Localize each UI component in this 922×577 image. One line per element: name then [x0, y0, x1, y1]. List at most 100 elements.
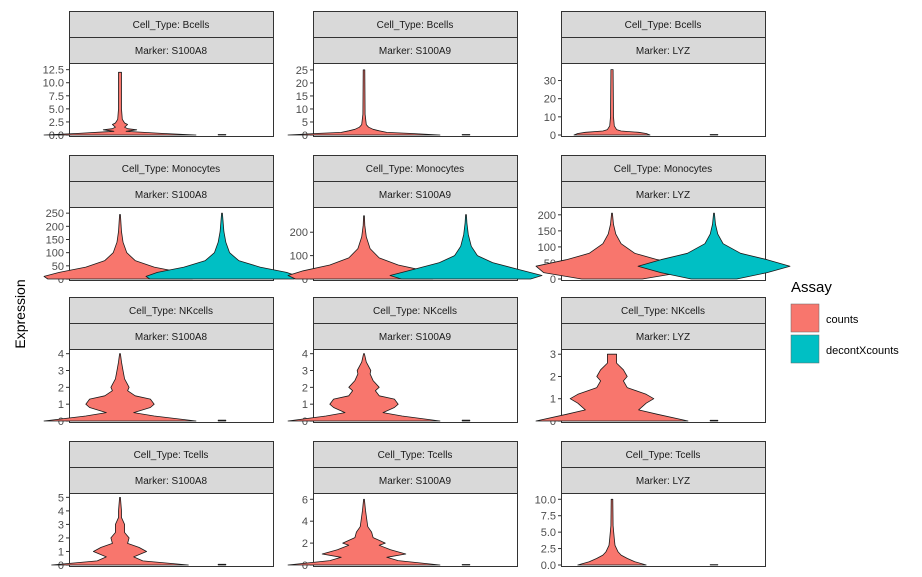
legend-key-decontxcounts — [790, 334, 820, 364]
violin-counts — [577, 498, 647, 566]
violin-counts — [43, 214, 197, 280]
violin-counts — [287, 353, 441, 422]
legend-key-counts — [790, 303, 820, 333]
celltype-strip — [69, 297, 274, 324]
panel-cell-type-nkcells-marker-lyz: Cell_Type: NKcells Marker: LYZ 0 1 2 3 — [535, 297, 766, 428]
marker-strip — [561, 467, 766, 494]
y-tick-label: 3 — [58, 519, 64, 531]
marker-strip-label: Marker: S100A8 — [135, 476, 208, 487]
panel-cell-type-monocytes-marker-s100a8: Cell_Type: Monocytes Marker: S100A8 050100… — [43, 155, 299, 286]
plot-area — [313, 63, 518, 137]
y-tick-label: 0 — [58, 274, 64, 286]
y-tick-label: 100 — [46, 248, 64, 260]
panel-cell-type-bcells-marker-lyz: Cell_Type: Bcells Marker: LYZ 0 10 20 30 — [544, 11, 766, 142]
y-tick-label: 20 — [544, 94, 556, 106]
y-tick-label: 10.0 — [535, 494, 556, 506]
y-tick-label: 2 — [302, 382, 308, 394]
y-tick-label: 4 — [58, 506, 64, 518]
violin-decontxcounts — [217, 134, 227, 136]
violin-decontxcounts — [709, 134, 719, 136]
celltype-strip-label: Cell_Type: Bcells — [133, 20, 210, 31]
violin-counts — [573, 69, 651, 136]
marker-strip-label: Marker: LYZ — [636, 476, 690, 487]
plot-area — [69, 349, 274, 423]
panel-cell-type-tcells-marker-lyz: Cell_Type: Tcells Marker: LYZ 0.0 2.5 5.0 7.5… — [535, 441, 766, 572]
celltype-strip-label: Cell_Type: Tcells — [626, 450, 701, 461]
celltype-strip-label: Cell_Type: NKcells — [129, 306, 213, 317]
violin-decontxcounts — [637, 212, 791, 280]
celltype-strip-label: Cell_Type: Bcells — [377, 20, 454, 31]
y-tick-label: 25 — [296, 65, 308, 77]
celltype-strip — [69, 11, 274, 38]
y-tick-label: 50 — [52, 261, 64, 273]
panel-cell-type-nkcells-marker-s100a9: Cell_Type: NKcells Marker: S100A9 0 1 2 3 4 — [287, 297, 518, 428]
y-tick-label: 4 — [58, 349, 64, 361]
marker-strip-label: Marker: S100A9 — [379, 46, 452, 57]
y-tick-label: 2 — [58, 533, 64, 545]
celltype-strip — [561, 11, 766, 38]
y-tick-label: 7.5 — [541, 511, 556, 523]
y-tick-label: 3 — [58, 366, 64, 378]
y-tick-label: 5 — [58, 492, 64, 504]
y-tick-label: 0 — [550, 416, 556, 428]
plot-area — [313, 349, 518, 423]
violin-decontxcounts — [389, 214, 543, 280]
y-tick-label: 2.5 — [541, 544, 556, 556]
celltype-strip-label: Cell_Type: Monocytes — [366, 164, 464, 175]
violin-counts — [287, 215, 441, 280]
celltype-strip — [313, 297, 518, 324]
y-tick-label: 1 — [550, 394, 556, 406]
panels-layer: Cell_Type: Bcells Marker: S100A8 0.0 2.5 5.0… — [43, 11, 791, 572]
violin-decontxcounts — [461, 564, 471, 566]
legend-title: Assay — [791, 279, 832, 296]
celltype-strip — [561, 441, 766, 468]
panel-cell-type-bcells-marker-s100a9: Cell_Type: Bcells Marker: S100A9 051015202… — [287, 11, 518, 142]
marker-strip — [69, 37, 274, 64]
violin-counts — [287, 69, 441, 136]
panel-cell-type-monocytes-marker-s100a9: Cell_Type: Monocytes Marker: S100A9 0 100 20… — [287, 155, 543, 286]
y-tick-label: 0 — [550, 274, 556, 286]
y-tick-label: 10 — [296, 104, 308, 116]
marker-strip-label: Marker: S100A8 — [135, 190, 208, 201]
celltype-strip — [69, 155, 274, 182]
celltype-strip — [561, 155, 766, 182]
celltype-strip-label: Cell_Type: Monocytes — [614, 164, 712, 175]
y-tick-label: 2 — [302, 538, 308, 550]
legend: Assay counts decontXcounts — [790, 279, 899, 364]
panel-cell-type-bcells-marker-s100a8: Cell_Type: Bcells Marker: S100A8 0.02.55.0… — [43, 11, 274, 142]
celltype-strip — [313, 441, 518, 468]
y-tick-label: 20 — [296, 78, 308, 90]
violin-decontxcounts — [145, 212, 299, 280]
panel-cell-type-tcells-marker-s100a9: Cell_Type: Tcells Marker: S100A9 0 2 4 6 — [287, 441, 518, 572]
y-tick-label: 5.0 — [49, 104, 64, 116]
y-tick-label: 3 — [302, 366, 308, 378]
plot-area — [69, 63, 274, 137]
y-tick-label: 0.0 — [541, 560, 556, 572]
y-tick-label: 150 — [538, 226, 556, 238]
y-tick-label: 5 — [302, 117, 308, 129]
celltype-strip-label: Cell_Type: Monocytes — [122, 164, 220, 175]
panel-cell-type-tcells-marker-s100a8: Cell_Type: Tcells Marker: S100A8 0 12 34 5 — [51, 441, 274, 572]
y-tick-label: 5.0 — [541, 527, 556, 539]
marker-strip-label: Marker: S100A9 — [379, 476, 452, 487]
legend-label-counts: counts — [826, 314, 859, 326]
celltype-strip — [69, 441, 274, 468]
celltype-strip-label: Cell_Type: Bcells — [625, 20, 702, 31]
marker-strip — [313, 323, 518, 350]
y-tick-label: 100 — [290, 251, 308, 263]
y-axis-label: Expression — [12, 279, 28, 348]
y-tick-label: 200 — [290, 227, 308, 239]
violin-decontxcounts — [461, 134, 471, 136]
y-tick-label: 15 — [296, 91, 308, 103]
marker-strip-label: Marker: S100A9 — [379, 190, 452, 201]
y-tick-label: 3 — [550, 349, 556, 361]
violin-counts — [287, 498, 441, 566]
marker-strip-label: Marker: S100A8 — [135, 46, 208, 57]
marker-strip-label: Marker: LYZ — [636, 190, 690, 201]
violin-counts — [535, 353, 689, 422]
marker-strip-label: Marker: S100A9 — [379, 332, 452, 343]
violin-counts — [43, 71, 197, 136]
marker-strip — [313, 467, 518, 494]
marker-strip — [561, 323, 766, 350]
